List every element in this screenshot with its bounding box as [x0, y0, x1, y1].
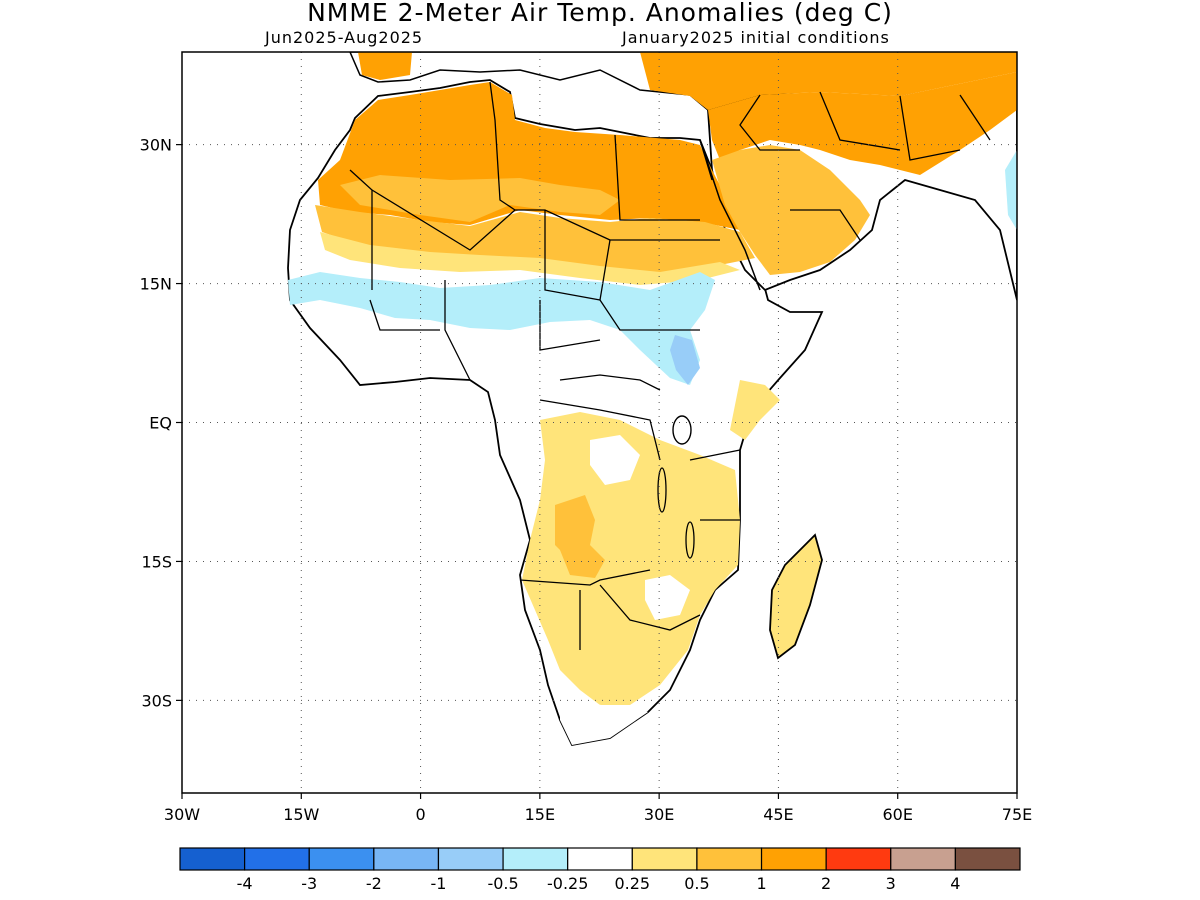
colorbar-label: 2	[821, 874, 831, 893]
country-borders	[349, 81, 991, 650]
lat-tick-label: 30N	[140, 136, 172, 155]
colorbar-label: -1	[430, 874, 446, 893]
colorbar-label: 0.5	[684, 874, 709, 893]
colorbar: -4 -3 -2 -1 -0.5 -0.25 0.25 0.5 1 2 3 4	[179, 847, 1021, 893]
lon-tick-label: 15E	[525, 805, 555, 824]
colorbar-label: -0.5	[487, 874, 518, 893]
colorbar-swatch	[179, 847, 246, 871]
colorbar-swatch	[437, 847, 504, 871]
mild-anomaly-south	[522, 412, 740, 705]
colorbar-swatch	[244, 847, 310, 871]
cool-anomaly-band	[288, 272, 715, 385]
warm-anomaly-angola	[555, 495, 595, 560]
lon-tick-label: 30W	[164, 805, 200, 824]
colorbar-label: 4	[950, 874, 960, 893]
lon-tick-label: 0	[415, 805, 425, 824]
colorbar-swatch	[308, 847, 375, 871]
madagascar-island	[769, 533, 823, 660]
forecast-period: Jun2025-Aug2025	[265, 28, 424, 47]
colorbar-label: -3	[301, 874, 317, 893]
lat-tick-label: 15S	[141, 552, 172, 571]
map-title: NMME 2-Meter Air Temp. Anomalies (deg C)	[307, 0, 893, 27]
lat-tick-label: 15N	[140, 275, 172, 294]
lake-tanganyika	[657, 467, 667, 513]
colorbar-label: -2	[366, 874, 382, 893]
neutral-patch-2	[645, 575, 690, 620]
colorbar-swatch	[696, 847, 763, 871]
colorbar-swatch	[825, 847, 892, 871]
initial-conditions: January2025 initial conditions	[622, 28, 890, 47]
cool-anomaly-india	[1005, 150, 1017, 230]
colorbar-swatch	[760, 847, 827, 871]
lake-victoria	[672, 415, 692, 445]
neutral-patch-1	[590, 435, 640, 485]
lon-tick-label: 15W	[283, 805, 319, 824]
colorbar-label: 1	[756, 874, 766, 893]
colorbar-swatch	[890, 847, 956, 871]
warm-anomaly-north-inner	[340, 175, 620, 222]
lat-tick-label: EQ	[149, 414, 172, 433]
lake-malawi	[685, 521, 695, 559]
colorbar-swatch	[567, 847, 633, 871]
warm-anomaly-iberia	[358, 52, 412, 80]
colorbar-swatch	[631, 847, 698, 871]
colorbar-label: 0.25	[614, 874, 650, 893]
cool-anomaly-core	[670, 335, 700, 385]
warm-anomaly-europe	[640, 52, 1017, 110]
colorbar-swatch	[954, 847, 1021, 871]
lon-tick-label: 45E	[763, 805, 793, 824]
lon-tick-label: 60E	[882, 805, 912, 824]
colorbar-swatch	[373, 847, 440, 871]
lon-tick-label: 75E	[1002, 805, 1032, 824]
mild-anomaly-sahel	[320, 232, 740, 285]
colorbar-swatch	[502, 847, 569, 871]
lat-tick-label: 30S	[141, 691, 172, 710]
colorbar-label: -0.25	[547, 874, 588, 893]
anomaly-field	[287, 52, 1017, 747]
longitude-axis: 30W 15W 0 15E 30E 45E 60E 75E	[164, 793, 1032, 824]
mild-anomaly-east	[730, 380, 780, 440]
lon-tick-label: 30E	[644, 805, 674, 824]
colorbar-label: 3	[886, 874, 896, 893]
colorbar-label: -4	[237, 874, 253, 893]
warm-anomaly-arabia	[708, 72, 1017, 175]
latitude-axis: 30N 15N EQ 15S 30S	[140, 136, 182, 710]
neutral-patch-3	[560, 700, 648, 745]
warm-anomaly-angola-south	[560, 545, 605, 578]
red-sea-coast	[699, 139, 761, 291]
